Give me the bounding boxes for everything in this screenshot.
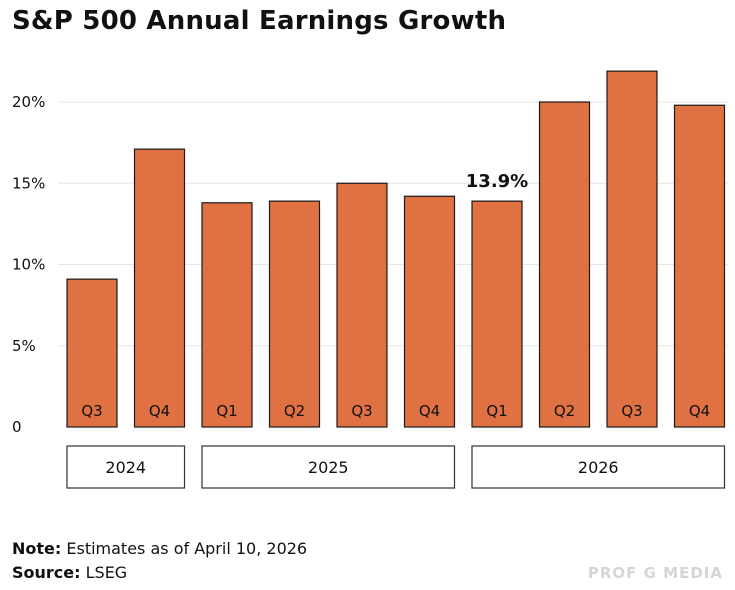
year-group-label: 2025	[308, 458, 349, 477]
year-groups: 2024 2025 2026	[66, 445, 726, 489]
bar	[538, 101, 591, 428]
year-group-box	[201, 445, 456, 489]
bar	[268, 200, 321, 428]
bar	[336, 182, 388, 428]
source-text: LSEG	[80, 563, 128, 582]
y-tick-label: 10%	[12, 256, 45, 274]
bar	[133, 148, 186, 428]
bar	[201, 202, 253, 428]
bar	[403, 195, 456, 428]
y-tick-label: 20%	[12, 93, 45, 111]
note-label: Note:	[12, 539, 62, 558]
y-tick-label: 5%	[12, 337, 36, 355]
x-tick-label: Q1	[216, 402, 237, 420]
x-tick-label: Q3	[81, 402, 102, 420]
year-group-box	[471, 445, 726, 489]
x-tick-label: Q4	[689, 402, 710, 420]
y-tick-label: 0	[12, 418, 22, 436]
x-tick-label: Q3	[351, 402, 372, 420]
note-line: Note: Estimates as of April 10, 2026	[12, 537, 307, 561]
data-label: 13.9%	[466, 171, 528, 192]
bar	[673, 104, 726, 428]
chart-title: S&P 500 Annual Earnings Growth	[12, 6, 507, 36]
bar	[606, 70, 658, 428]
year-group-box	[66, 445, 186, 489]
x-tick-label: Q2	[554, 402, 575, 420]
x-tick-label: Q3	[621, 402, 642, 420]
note-text: Estimates as of April 10, 2026	[61, 539, 308, 558]
bar-labels: Q3 Q4 Q1 Q2 Q3 Q4 Q1 Q2 Q3 Q4 13.9%	[81, 171, 710, 420]
source-line: Source: LSEG	[12, 561, 307, 585]
x-tick-label: Q4	[419, 402, 440, 420]
source-label: Source:	[12, 563, 81, 582]
y-tick-label: 15%	[12, 174, 45, 192]
watermark-logo: PROF G MEDIA	[587, 564, 723, 582]
x-tick-label: Q1	[486, 402, 507, 420]
bar	[471, 200, 523, 428]
x-tick-label: Q2	[284, 402, 305, 420]
x-tick-label: Q4	[149, 402, 170, 420]
year-group-label: 2024	[105, 458, 146, 477]
bars	[66, 70, 726, 428]
year-group-label: 2026	[578, 458, 619, 477]
y-axis-ticks: 0 5% 10% 15% 20%	[12, 93, 45, 436]
bar	[66, 278, 118, 428]
bar-chart: 0 5% 10% 15% 20% Q3 Q4 Q1 Q2 Q3 Q4 Q1 Q2 Q3 Q4 13.9% 2…	[12, 70, 728, 489]
footnotes: Note: Estimates as of April 10, 2026 Sou…	[12, 537, 307, 585]
